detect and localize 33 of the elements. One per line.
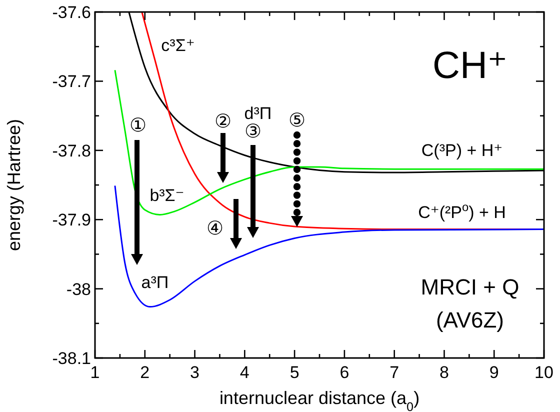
x-tick-label: 8 <box>439 363 449 382</box>
y-tick-label: -37.8 <box>52 141 91 160</box>
x-tick-label: 10 <box>534 363 554 382</box>
y-tick-label: -37.6 <box>52 2 91 22</box>
x-tick-label: 3 <box>190 363 200 382</box>
annotation: ① <box>129 116 147 137</box>
annotation: ③ <box>244 122 262 143</box>
annotation: ② <box>214 112 232 133</box>
annotation: d³Π <box>244 104 272 123</box>
x-tick-label: 9 <box>489 363 499 382</box>
x-tick-label: 6 <box>340 363 350 382</box>
annotation: ⑤ <box>288 110 306 132</box>
y-tick-label: -38.1 <box>52 348 91 368</box>
annotation: (AV6Z) <box>436 308 504 333</box>
annotation: a³Π <box>141 272 169 292</box>
y-tick-label: -37.9 <box>52 210 91 230</box>
x-tick-label: 5 <box>290 363 300 382</box>
x-tick-label: 7 <box>390 363 400 382</box>
x-tick-label: 2 <box>140 363 150 382</box>
annotation: c³Σ⁺ <box>161 36 195 55</box>
y-tick-label: -37.7 <box>52 72 91 92</box>
annotation: ④ <box>206 218 224 240</box>
annotation: C(³P) + H⁺ <box>421 140 503 160</box>
annotation: MRCI + Q <box>420 274 520 300</box>
x-axis-title: internuclear distance (a$_{0}$) <box>219 388 420 412</box>
y-axis-title: energy (Hartree) <box>4 118 24 252</box>
y-tick-label: -38 <box>66 280 91 299</box>
x-tick-label: 1 <box>90 363 100 382</box>
annotation: b³Σ⁻ <box>150 186 184 205</box>
x-tick-label: 4 <box>240 363 250 382</box>
annotation: C⁺(²P$^{o}$) + H <box>418 200 506 222</box>
line-series <box>114 184 544 308</box>
text: CH⁺ <box>432 45 508 87</box>
